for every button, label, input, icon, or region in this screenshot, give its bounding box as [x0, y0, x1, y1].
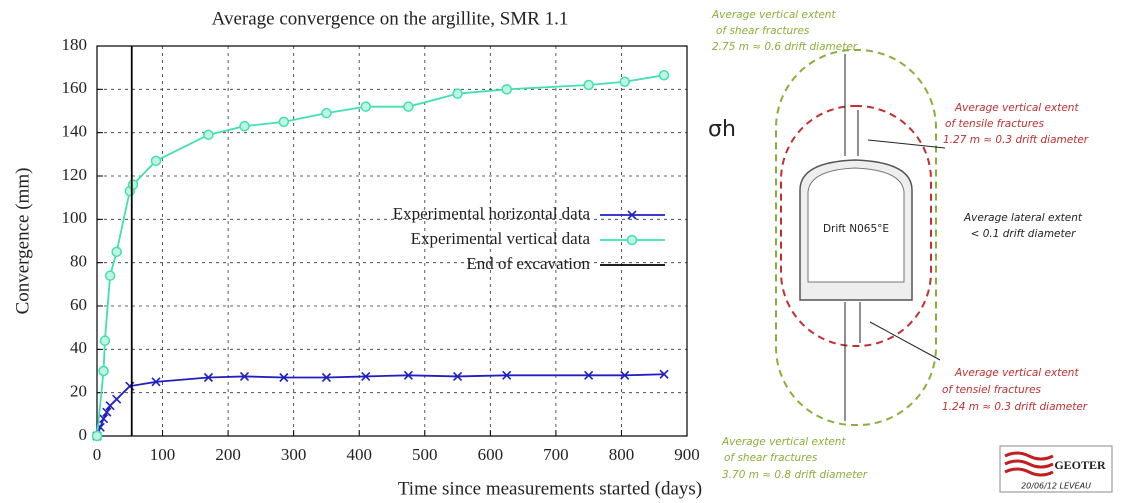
y-tick-label: 40	[70, 338, 87, 357]
drift-inner	[807, 167, 905, 283]
marker	[239, 371, 250, 381]
marker	[111, 246, 122, 258]
x-tick-label: 0	[93, 445, 102, 464]
y-axis-label: Convergence (mm)	[12, 168, 33, 315]
shear-top: Average vertical extent of shear fractur…	[711, 9, 858, 53]
y-tick-label: 140	[62, 122, 88, 141]
note-line: of tensile fractures	[945, 118, 1045, 130]
marker	[658, 70, 670, 81]
marker	[127, 179, 139, 190]
lateral: Average lateral extent < 0.1 drift diame…	[963, 212, 1083, 240]
marker	[452, 88, 463, 99]
y-tick-label: 160	[62, 78, 88, 97]
y-tick-label: 80	[70, 252, 87, 271]
x-tick-label: 600	[478, 445, 504, 464]
marker	[361, 371, 371, 381]
y-tick-label: 100	[62, 208, 88, 227]
x-tick-label: 500	[412, 445, 438, 464]
y-tick-label: 180	[62, 35, 88, 54]
y-tick-label: 60	[70, 295, 87, 314]
x-axis-label: Time since measurements started (days)	[398, 478, 702, 499]
marker	[583, 79, 594, 91]
x-tick-label: 100	[150, 445, 176, 464]
chart: Average convergence on the argillite, SM…	[12, 8, 702, 499]
marker	[360, 101, 372, 112]
marker	[203, 129, 214, 141]
tensile-zone	[780, 105, 932, 347]
x-tick-label: 300	[281, 445, 307, 464]
x-tick-label: 800	[609, 445, 635, 464]
marker	[102, 407, 112, 417]
note-line: < 0.1 drift diameter	[971, 228, 1077, 240]
logo-mark	[1004, 451, 1054, 477]
logo-note: 20/06/12 LEVEAU	[1021, 482, 1091, 491]
y-tick-label: 0	[79, 425, 88, 444]
symbol: σh	[708, 117, 736, 142]
marker	[502, 370, 512, 380]
marker	[620, 370, 630, 380]
note-line: of shear fractures	[724, 452, 818, 464]
marker	[239, 120, 250, 132]
marker	[112, 394, 122, 404]
marker	[203, 372, 214, 383]
note-line: Average vertical extent	[721, 436, 846, 448]
legend-label: Experimental horizontal data	[393, 204, 591, 223]
marker	[403, 370, 413, 380]
marker	[150, 155, 162, 167]
marker	[91, 430, 103, 442]
chart-title: Average convergence on the argillite, SM…	[212, 8, 569, 29]
series-line	[96, 373, 665, 437]
marker	[452, 371, 463, 381]
tensile-top: Average vertical extent of tensile fract…	[943, 102, 1089, 146]
marker	[321, 372, 332, 383]
note-line: 3.70 m ≈ 0.8 drift diameter	[722, 469, 868, 481]
diagram: σh Drift N065°E Average vertical extent …	[708, 9, 1113, 493]
note-line: 1.24 m ≈ 0.3 drift diameter	[942, 401, 1088, 413]
logo: GEOTER	[1054, 458, 1106, 472]
arrows	[844, 54, 946, 421]
x-tick-label: 200	[215, 445, 241, 464]
marker	[584, 370, 594, 380]
marker	[619, 76, 630, 87]
legend-marker	[627, 210, 637, 220]
y-tick-label: 120	[62, 165, 88, 184]
note-line: Average vertical extent	[954, 102, 1079, 114]
marker	[278, 116, 290, 128]
x-tick-label: 400	[346, 445, 372, 464]
shear-zone	[775, 49, 937, 426]
marker	[99, 335, 111, 346]
marker	[403, 101, 414, 112]
shear-bottom: Average vertical extent of shear fractur…	[721, 436, 868, 481]
tensile-bottom: Average vertical extent of tensiel fract…	[942, 367, 1088, 413]
x-tick-label: 900	[674, 445, 700, 464]
marker	[151, 377, 161, 387]
note-line: 1.27 m ≈ 0.3 drift diameter	[943, 134, 1089, 146]
note-line: Average vertical extent	[711, 9, 836, 21]
marker	[279, 372, 289, 383]
note-line: Average lateral extent	[963, 212, 1083, 224]
drift-label: Drift N065°E	[823, 223, 889, 235]
marker	[104, 270, 116, 281]
marker	[321, 107, 332, 119]
note-line: Average vertical extent	[954, 367, 1079, 379]
note-line: 2.75 m ≈ 0.6 drift diameter	[712, 41, 858, 53]
note-line: of tensiel fractures	[942, 384, 1042, 396]
marker	[98, 365, 109, 377]
legend-label: End of excavation	[466, 254, 590, 273]
marker	[98, 414, 109, 424]
note-line: of shear fractures	[716, 25, 810, 37]
marker	[501, 84, 512, 95]
legend-label: Experimental vertical data	[411, 229, 591, 248]
plot-frame	[96, 45, 688, 437]
marker	[659, 369, 669, 379]
legend-marker	[626, 234, 638, 246]
x-tick-label: 700	[543, 445, 569, 464]
y-tick-label: 20	[70, 382, 87, 401]
